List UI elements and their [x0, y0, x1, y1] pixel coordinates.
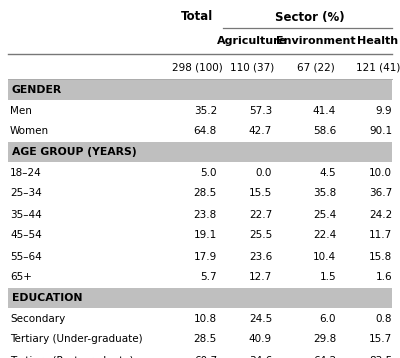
Text: 35.8: 35.8 [313, 189, 336, 198]
Text: 55–64: 55–64 [10, 252, 42, 261]
Text: 24.2: 24.2 [369, 209, 392, 219]
Text: 29.8: 29.8 [313, 334, 336, 344]
Text: 28.5: 28.5 [194, 189, 217, 198]
Text: 9.9: 9.9 [375, 106, 392, 116]
Text: 57.3: 57.3 [249, 106, 272, 116]
Text: Men: Men [10, 106, 32, 116]
Text: Tertiary (Under-graduate): Tertiary (Under-graduate) [10, 334, 143, 344]
Text: 18–24: 18–24 [10, 168, 42, 178]
Text: 298 (100): 298 (100) [172, 62, 222, 72]
Text: 0.8: 0.8 [376, 314, 392, 324]
Text: Health: Health [358, 36, 398, 46]
Text: 17.9: 17.9 [194, 252, 217, 261]
Text: 45–54: 45–54 [10, 231, 42, 241]
Text: 22.4: 22.4 [313, 231, 336, 241]
Text: 5.0: 5.0 [200, 168, 217, 178]
Text: 22.7: 22.7 [249, 209, 272, 219]
Text: 67 (22): 67 (22) [297, 62, 335, 72]
Text: GENDER: GENDER [12, 85, 62, 95]
Text: 58.6: 58.6 [313, 126, 336, 136]
Text: 19.1: 19.1 [194, 231, 217, 241]
Text: 36.7: 36.7 [369, 189, 392, 198]
Text: 12.7: 12.7 [249, 272, 272, 282]
Bar [8, 80, 392, 100]
Text: 42.7: 42.7 [249, 126, 272, 136]
Text: 10.8: 10.8 [194, 314, 217, 324]
Text: 4.5: 4.5 [319, 168, 336, 178]
Text: 15.5: 15.5 [249, 189, 272, 198]
Bar [8, 288, 392, 308]
Text: 41.4: 41.4 [313, 106, 336, 116]
Text: 60.7: 60.7 [194, 355, 217, 358]
Text: 64.8: 64.8 [194, 126, 217, 136]
Text: 1.6: 1.6 [375, 272, 392, 282]
Text: 24.5: 24.5 [249, 314, 272, 324]
Text: 10.0: 10.0 [369, 168, 392, 178]
Text: 6.0: 6.0 [320, 314, 336, 324]
Text: 90.1: 90.1 [369, 126, 392, 136]
Text: 35.2: 35.2 [194, 106, 217, 116]
Text: 11.7: 11.7 [369, 231, 392, 241]
Text: 121 (41): 121 (41) [356, 62, 400, 72]
Text: Environment: Environment [276, 36, 356, 46]
Text: 25.4: 25.4 [313, 209, 336, 219]
Text: 23.6: 23.6 [249, 252, 272, 261]
Bar [8, 142, 392, 162]
Text: 23.8: 23.8 [194, 209, 217, 219]
Text: Tertiary (Post-graduate): Tertiary (Post-graduate) [10, 355, 134, 358]
Text: 64.2: 64.2 [313, 355, 336, 358]
Text: 10.4: 10.4 [313, 252, 336, 261]
Text: 25.5: 25.5 [249, 231, 272, 241]
Text: 1.5: 1.5 [319, 272, 336, 282]
Text: AGE GROUP (YEARS): AGE GROUP (YEARS) [12, 147, 137, 157]
Text: 40.9: 40.9 [249, 334, 272, 344]
Text: Women: Women [10, 126, 49, 136]
Text: 83.5: 83.5 [369, 355, 392, 358]
Text: Secondary: Secondary [10, 314, 65, 324]
Text: EDUCATION: EDUCATION [12, 293, 82, 303]
Text: 65+: 65+ [10, 272, 32, 282]
Text: 35–44: 35–44 [10, 209, 42, 219]
Text: 15.7: 15.7 [369, 334, 392, 344]
Text: 5.7: 5.7 [200, 272, 217, 282]
Text: 34.6: 34.6 [249, 355, 272, 358]
Text: 110 (37): 110 (37) [230, 62, 274, 72]
Text: Agriculture: Agriculture [217, 36, 287, 46]
Text: 15.8: 15.8 [369, 252, 392, 261]
Text: 25–34: 25–34 [10, 189, 42, 198]
Text: 28.5: 28.5 [194, 334, 217, 344]
Text: 0.0: 0.0 [256, 168, 272, 178]
Text: Sector (%): Sector (%) [275, 10, 345, 24]
Text: Total: Total [181, 10, 213, 24]
